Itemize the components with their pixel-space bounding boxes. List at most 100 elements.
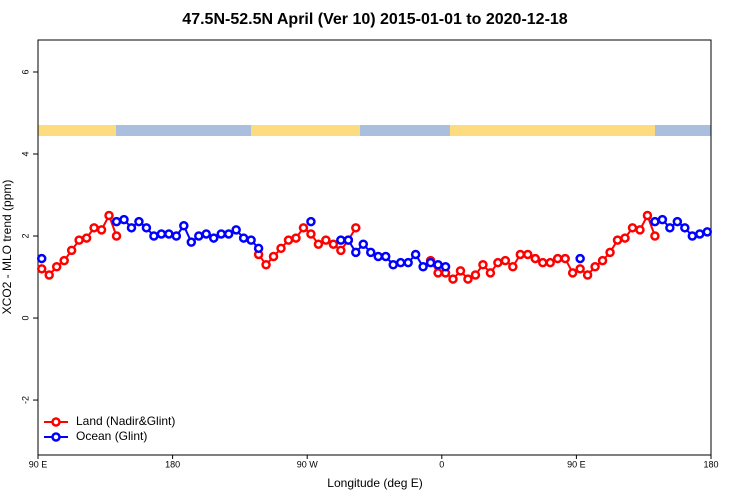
data-point — [44, 270, 54, 280]
data-point — [126, 223, 137, 233]
data-point — [74, 235, 84, 245]
legend-label: Land (Nadir&Glint) — [76, 414, 175, 428]
data-point — [650, 231, 660, 241]
x-tick-label: 90 E — [567, 459, 586, 469]
data-point — [111, 231, 122, 241]
data-point — [223, 229, 234, 239]
data-point — [530, 253, 541, 264]
data-point — [156, 229, 167, 239]
data-point — [567, 268, 578, 278]
y-axis-label: XCO2 - MLO trend (ppm) — [0, 180, 14, 315]
data-point — [366, 247, 376, 258]
data-point — [336, 245, 346, 256]
data-point — [433, 268, 443, 278]
data-point — [440, 262, 451, 272]
data-point — [343, 235, 354, 245]
data-point — [231, 225, 241, 235]
data-point — [268, 251, 279, 262]
data-point — [500, 255, 511, 266]
data-point — [298, 223, 309, 233]
data-point — [650, 216, 660, 227]
data-point — [51, 262, 62, 272]
data-point — [96, 225, 107, 235]
data-point — [410, 249, 421, 260]
x-axis-label: Longitude (deg E) — [327, 476, 422, 490]
data-point — [201, 229, 211, 239]
data-point — [358, 239, 369, 249]
data-point — [575, 253, 585, 264]
data-point — [687, 231, 698, 241]
data-point — [134, 216, 144, 227]
data-point — [81, 233, 92, 243]
data-point — [336, 235, 346, 245]
data-point — [388, 259, 398, 270]
data-point — [538, 257, 548, 268]
data-point — [470, 270, 481, 280]
data-point — [620, 233, 630, 243]
y-tick-label: 0 — [20, 316, 30, 321]
data-point — [612, 235, 623, 245]
data-point — [291, 233, 301, 243]
chart-title: 47.5N-52.5N April (Ver 10) 2015-01-01 to… — [182, 11, 568, 28]
data-point — [141, 223, 152, 233]
x-tick-label: 0 — [439, 459, 444, 469]
data-point — [665, 223, 675, 233]
data-point — [119, 214, 129, 225]
data-point — [463, 274, 473, 284]
data-point — [194, 231, 204, 241]
y-tick-label: -2 — [20, 396, 30, 404]
data-point — [380, 251, 391, 262]
data-point — [313, 239, 324, 249]
data-point — [89, 223, 99, 233]
data-point — [59, 255, 69, 266]
data-point — [36, 253, 47, 264]
data-point — [321, 235, 331, 245]
data-point — [395, 257, 406, 268]
data-point — [597, 255, 608, 266]
data-point — [403, 257, 413, 268]
legend-marker — [51, 417, 61, 427]
data-point — [253, 243, 264, 254]
data-point — [493, 257, 503, 268]
data-point — [605, 247, 615, 258]
y-tick-label: 2 — [20, 234, 30, 239]
data-point — [582, 270, 593, 280]
data-point — [455, 266, 466, 276]
data-point — [485, 268, 496, 278]
data-point — [208, 233, 219, 243]
data-point — [171, 231, 182, 241]
data-point — [186, 237, 197, 247]
data-point — [590, 262, 600, 272]
data-point — [425, 257, 436, 268]
x-tick-label: 180 — [703, 459, 718, 469]
y-tick-label: 4 — [20, 151, 30, 156]
plot-frame — [37, 39, 712, 456]
data-point — [66, 245, 77, 256]
data-point — [575, 264, 585, 274]
legend-label: Ocean (Glint) — [76, 429, 147, 443]
x-tick-label: 90 W — [297, 459, 319, 469]
data-point — [373, 251, 383, 262]
data-point — [515, 249, 526, 260]
data-point — [283, 235, 294, 245]
x-tick-label: 180 — [165, 459, 180, 469]
data-point — [328, 239, 339, 249]
land-ocean-strip — [38, 125, 711, 136]
data-point — [276, 243, 286, 254]
data-point — [351, 247, 361, 258]
data-point — [635, 225, 645, 235]
data-point — [36, 264, 47, 274]
data-point — [418, 262, 428, 272]
data-point — [149, 231, 159, 241]
data-point — [702, 227, 713, 237]
data-point — [104, 210, 114, 221]
data-point — [508, 262, 518, 272]
data-point — [560, 253, 570, 264]
data-point — [680, 223, 690, 233]
x-tick-label: 90 E — [29, 459, 48, 469]
data-point — [478, 259, 488, 270]
data-point — [672, 216, 683, 227]
data-point — [261, 259, 271, 270]
data-point — [545, 257, 555, 268]
